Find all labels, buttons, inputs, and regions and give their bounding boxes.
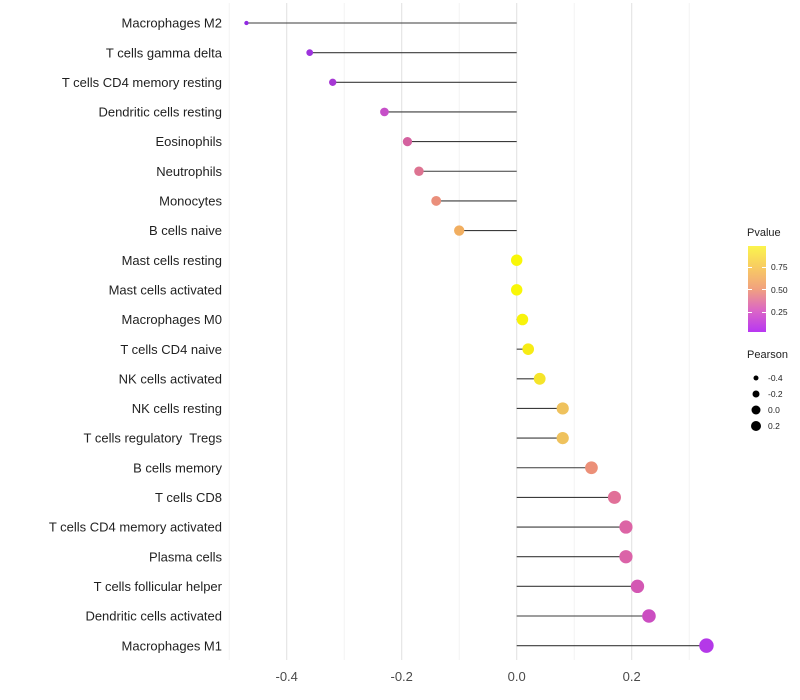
y-axis-label: B cells naive	[149, 223, 222, 238]
size-dot-icon	[752, 390, 760, 398]
lollipop-dot	[585, 461, 598, 475]
y-axis-label: Dendritic cells resting	[98, 105, 222, 120]
y-axis-label: Macrophages M2	[122, 16, 222, 31]
y-axis-label: T cells regulatory Tregs	[84, 431, 223, 446]
y-axis-label: T cells CD4 memory resting	[62, 75, 222, 90]
lollipop-dot	[380, 107, 389, 117]
x-axis-tick-label: 0.0	[508, 669, 526, 684]
lollipop-dot	[510, 254, 523, 266]
lollipop-dot	[630, 579, 645, 594]
lollipop-dot	[556, 431, 569, 445]
pvalue-tick-label: 0.75	[771, 262, 788, 272]
pearson-tick-label: 0.2	[768, 421, 780, 431]
pearson-tick-label: -0.2	[768, 389, 783, 399]
pearson-legend-item: -0.2	[748, 386, 800, 402]
pvalue-gradient-bar	[748, 246, 766, 332]
y-axis-label: T cells follicular helper	[94, 579, 223, 594]
y-axis-label: Eosinophils	[156, 134, 223, 149]
x-axis-tick-label: -0.4	[275, 669, 297, 684]
lollipop-dot	[402, 136, 413, 147]
lollipop-dot	[619, 520, 633, 534]
y-axis-label: Plasma cells	[149, 549, 222, 564]
gradient-tick-mark	[762, 312, 766, 313]
pvalue-legend-title: Pvalue	[747, 227, 781, 239]
y-axis-label: Macrophages M0	[122, 312, 222, 327]
lollipop-dot	[414, 166, 424, 176]
lollipop-dot	[642, 609, 656, 623]
gradient-tick-mark	[762, 289, 766, 290]
y-axis-label: Macrophages M1	[122, 638, 222, 653]
lollipop-dot	[244, 20, 249, 26]
pearson-tick-label: -0.4	[768, 373, 783, 383]
lollipop-dot	[522, 343, 535, 355]
pearson-legend-item: -0.4	[748, 370, 800, 386]
x-axis-tick-label: -0.2	[390, 669, 412, 684]
y-axis-label: Mast cells activated	[109, 282, 222, 297]
gradient-tick-mark	[748, 289, 752, 290]
y-axis-label: Neutrophils	[156, 164, 222, 179]
pearson-legend-title: Pearson	[747, 349, 788, 361]
lollipop-dot	[431, 195, 442, 206]
lollipop-dot	[510, 284, 523, 296]
y-axis-label: Mast cells resting	[122, 253, 222, 268]
lollipop-dot	[556, 402, 569, 415]
y-axis-label: NK cells resting	[132, 401, 222, 416]
lollipop-dot	[454, 225, 465, 236]
y-axis-label: T cells CD4 naive	[120, 342, 222, 357]
y-axis-label: Monocytes	[159, 194, 222, 209]
pearson-legend-item: 0.2	[748, 418, 800, 434]
gradient-tick-mark	[748, 312, 752, 313]
y-axis-label: Dendritic cells activated	[85, 609, 222, 624]
size-dot-icon	[753, 375, 759, 381]
lollipop-dot	[533, 372, 546, 385]
pvalue-tick-label: 0.50	[771, 285, 788, 295]
pvalue-tick-label: 0.25	[771, 307, 788, 317]
size-dot-icon	[751, 421, 761, 431]
lollipop-dot	[306, 49, 314, 57]
y-axis-label: T cells gamma delta	[106, 45, 223, 60]
y-axis-label: B cells memory	[133, 460, 222, 475]
pearson-legend-item: 0.0	[748, 402, 800, 418]
lollipop-dot	[699, 638, 714, 653]
lollipop-dot	[329, 78, 337, 86]
lollipop-dot	[607, 490, 621, 504]
size-dot-icon	[751, 405, 761, 415]
y-axis-label: T cells CD8	[155, 490, 222, 505]
y-axis-label: NK cells activated	[119, 371, 222, 386]
gradient-tick-mark	[762, 267, 766, 268]
lollipop-dot	[516, 313, 529, 326]
lollipop-dot	[619, 550, 633, 564]
y-axis-label: T cells CD4 memory activated	[49, 520, 222, 535]
pearson-tick-label: 0.0	[768, 405, 780, 415]
x-axis-tick-label: 0.2	[623, 669, 641, 684]
gradient-tick-mark	[748, 267, 752, 268]
